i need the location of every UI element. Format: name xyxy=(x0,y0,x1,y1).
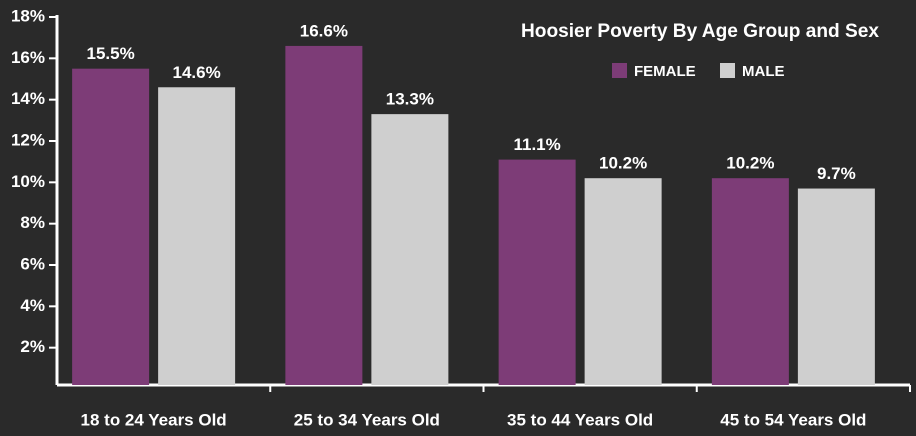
y-tick-label: 8% xyxy=(20,213,45,232)
data-label: 13.3% xyxy=(386,90,434,109)
y-tick-label: 16% xyxy=(11,48,45,67)
data-label: 10.2% xyxy=(599,154,647,173)
y-tick-label: 12% xyxy=(11,130,45,149)
data-label: 11.1% xyxy=(513,135,560,154)
bar xyxy=(498,159,576,385)
x-tick-label: 25 to 34 Years Old xyxy=(294,410,440,429)
bar xyxy=(158,87,236,386)
x-tick-label: 35 to 44 Years Old xyxy=(507,410,653,429)
legend-label: FEMALE xyxy=(634,63,696,80)
data-label: 15.5% xyxy=(87,44,135,63)
x-tick-label: 45 to 54 Years Old xyxy=(720,410,866,429)
legend-swatch xyxy=(720,63,735,78)
y-tick-label: 6% xyxy=(20,254,45,273)
y-tick-label: 10% xyxy=(11,172,45,191)
data-label: 14.6% xyxy=(173,63,221,82)
data-label: 9.7% xyxy=(817,164,856,183)
bar xyxy=(797,188,875,385)
y-tick-label: 14% xyxy=(11,89,45,108)
y-tick-label: 18% xyxy=(11,6,45,25)
legend-swatch xyxy=(612,63,627,78)
x-tick-label: 18 to 24 Years Old xyxy=(81,410,227,429)
bar xyxy=(371,114,449,385)
y-tick-label: 4% xyxy=(20,296,45,315)
bar xyxy=(584,178,662,385)
bar xyxy=(285,45,363,385)
bar xyxy=(72,68,150,386)
y-tick-label: 2% xyxy=(20,337,45,356)
bar xyxy=(711,178,789,385)
legend-label: MALE xyxy=(742,63,785,80)
chart-title: Hoosier Poverty By Age Group and Sex xyxy=(521,21,879,42)
data-label: 10.2% xyxy=(726,154,774,173)
data-label: 16.6% xyxy=(300,21,348,40)
